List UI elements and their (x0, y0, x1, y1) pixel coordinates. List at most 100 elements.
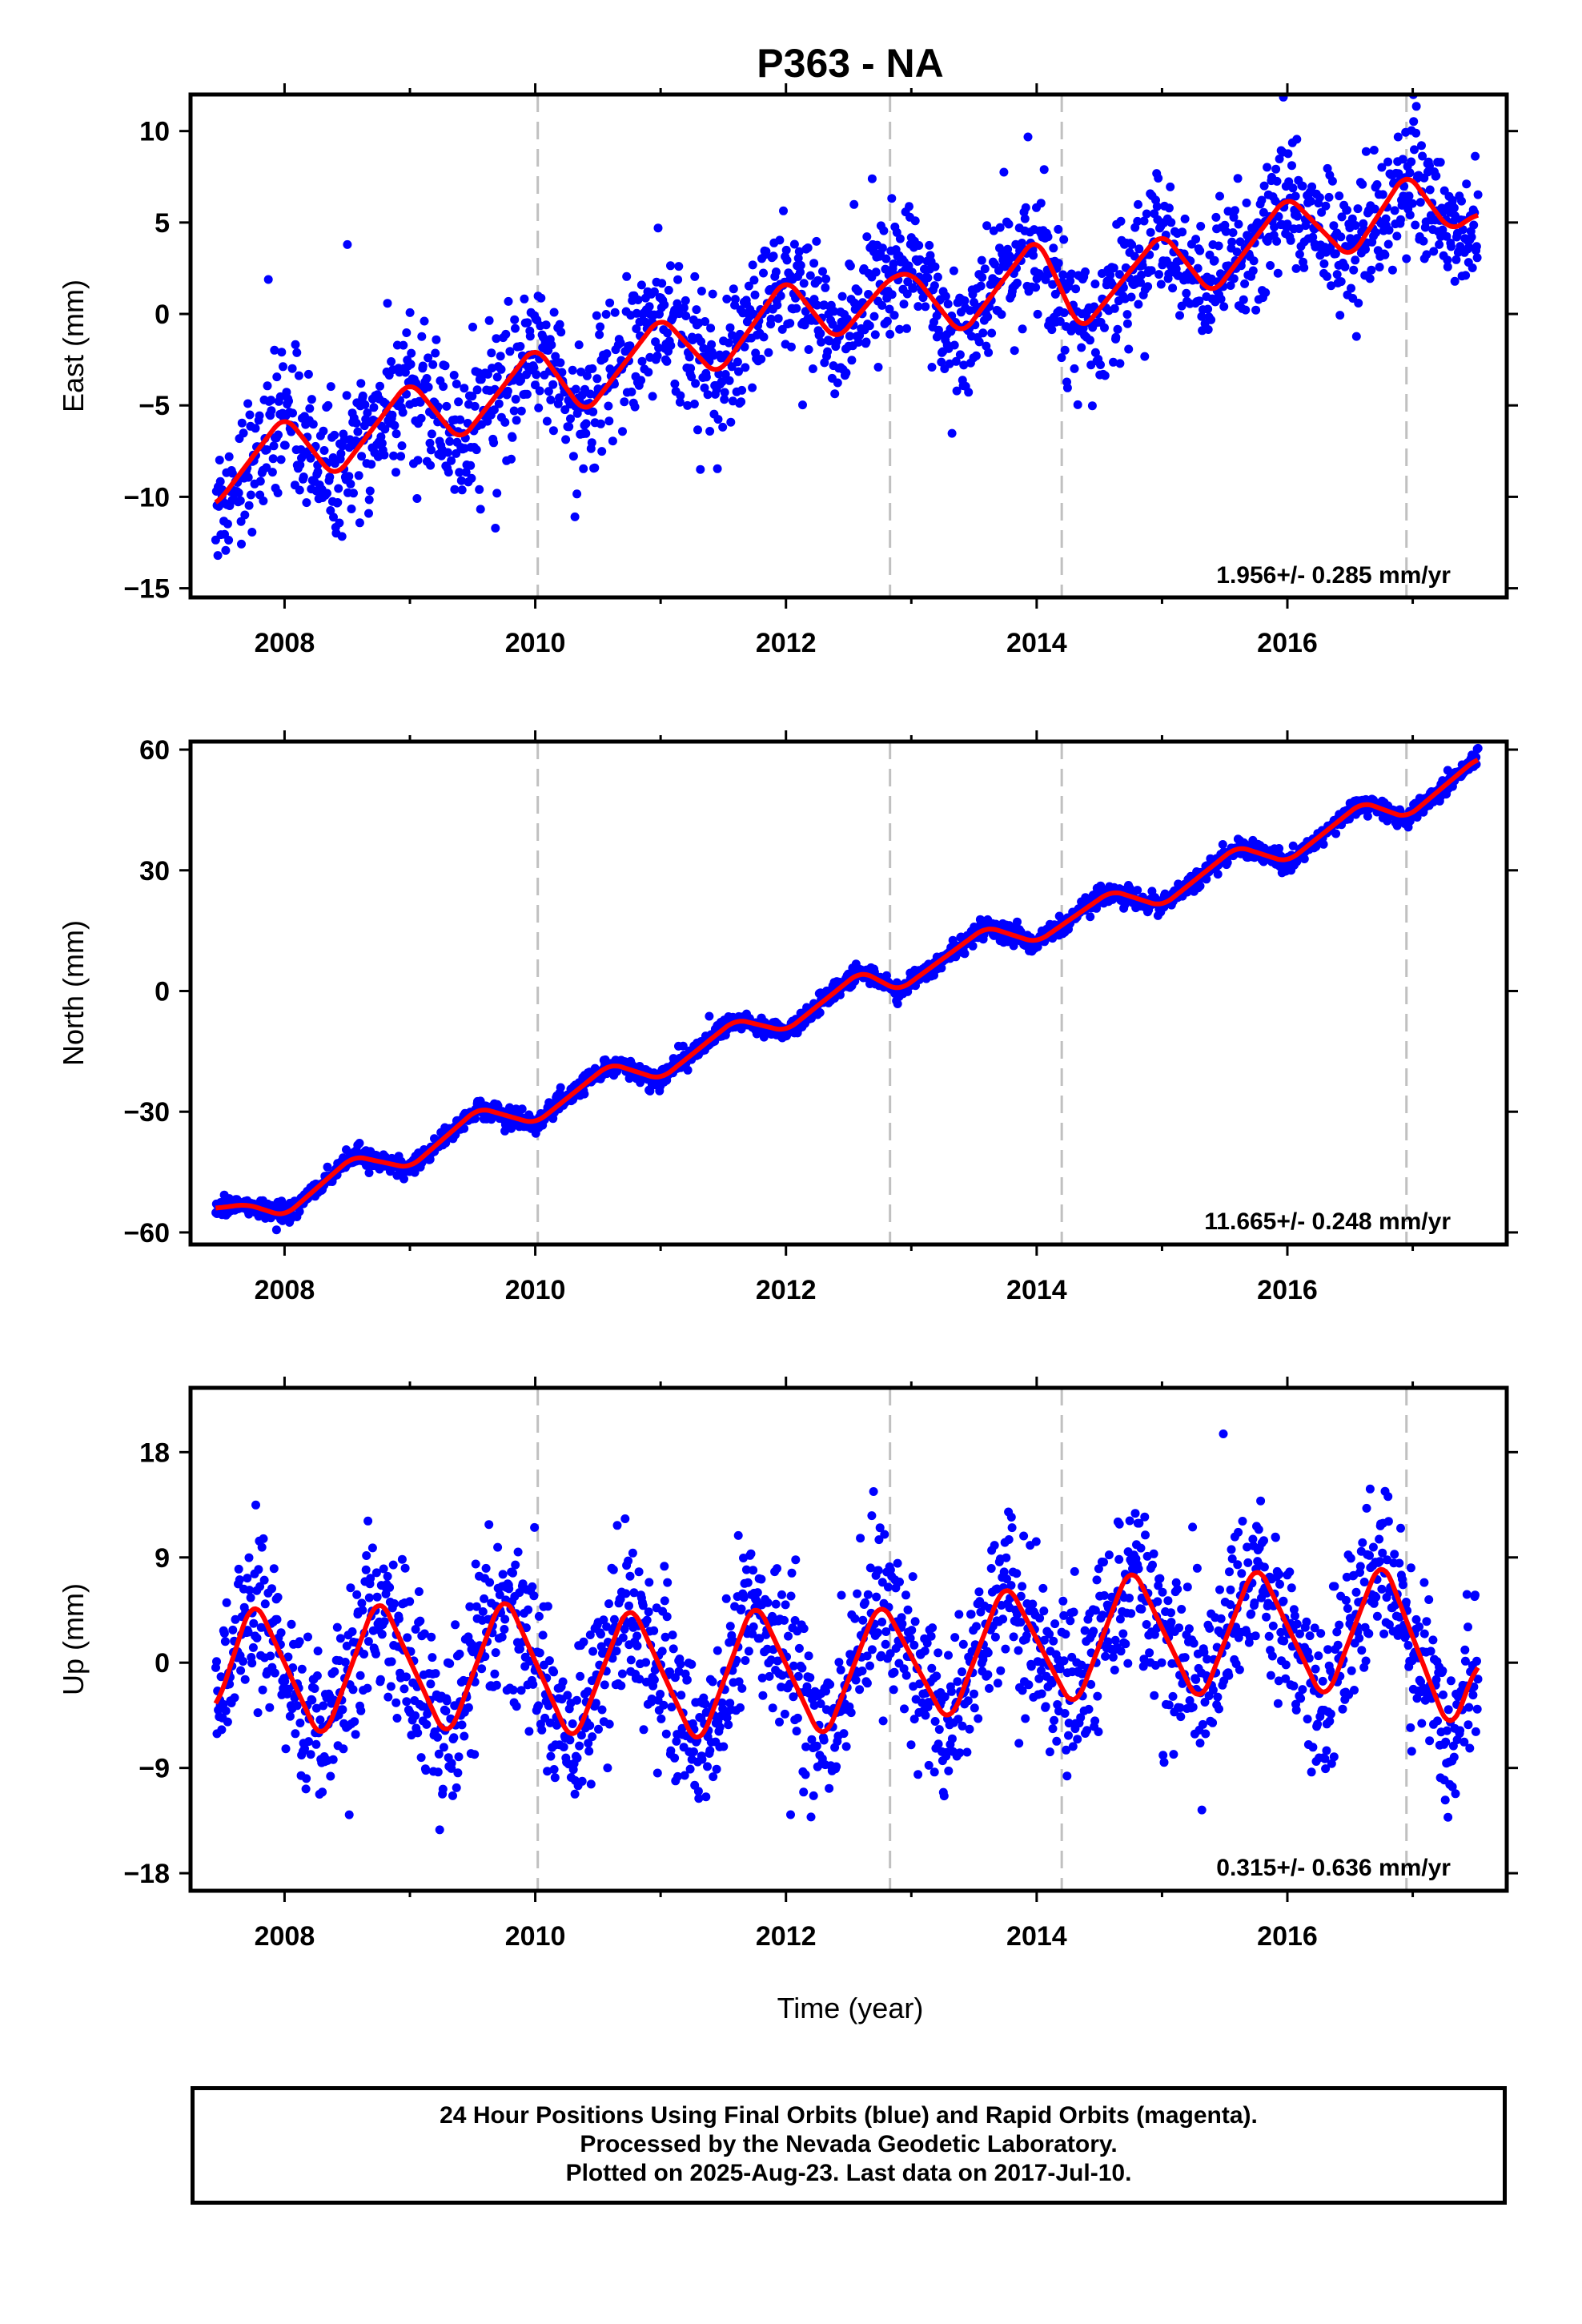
data-point (674, 309, 684, 319)
data-point (660, 1596, 669, 1606)
data-point (227, 468, 237, 478)
data-point (307, 1695, 317, 1705)
data-point (1226, 281, 1235, 290)
data-point (1261, 287, 1271, 297)
data-point (608, 1565, 618, 1574)
data-point (1221, 227, 1231, 236)
data-point (288, 408, 297, 418)
data-point (583, 1687, 592, 1696)
data-point (721, 1594, 731, 1603)
data-point (255, 476, 265, 486)
data-point (565, 1735, 575, 1745)
data-point (1306, 196, 1315, 206)
data-point (508, 432, 517, 442)
data-point (338, 1705, 347, 1715)
data-point (1240, 279, 1250, 288)
data-point (445, 1659, 455, 1668)
rate-annotation: 1.956+/- 0.285 mm/yr (1216, 562, 1451, 589)
data-point (579, 464, 588, 473)
data-point (457, 485, 467, 495)
data-point (819, 1735, 829, 1745)
data-point (789, 239, 799, 249)
data-point (962, 1747, 972, 1757)
data-point (836, 1665, 845, 1675)
data-point (1142, 209, 1151, 219)
data-point (405, 308, 415, 317)
data-point (529, 363, 539, 372)
data-point (530, 1522, 540, 1532)
data-point (685, 1764, 695, 1774)
data-point (1292, 135, 1302, 144)
data-point (274, 430, 283, 440)
rate-annotation: 11.665+/- 0.248 mm/yr (1204, 1208, 1451, 1235)
data-point (821, 1687, 830, 1696)
data-point (632, 324, 641, 333)
data-point (363, 408, 372, 417)
data-point (280, 1677, 290, 1687)
data-point (403, 1633, 412, 1642)
data-point (216, 1672, 226, 1682)
data-point (990, 259, 999, 269)
data-point (375, 1675, 385, 1684)
data-point (507, 454, 516, 464)
data-point (342, 391, 351, 400)
data-point (862, 232, 872, 242)
data-point (1390, 206, 1399, 215)
data-point (781, 1600, 790, 1610)
data-point (405, 1597, 415, 1606)
data-point (709, 1772, 718, 1782)
data-point (1006, 253, 1016, 263)
data-point (1298, 181, 1307, 191)
x-tick-label: 2008 (255, 628, 315, 658)
data-point (1223, 207, 1233, 216)
data-point (934, 325, 943, 335)
data-point (1274, 211, 1283, 221)
data-point (381, 1589, 391, 1598)
data-point (659, 1700, 669, 1710)
data-point (1235, 237, 1245, 247)
data-point (244, 1553, 254, 1562)
data-point (1100, 371, 1110, 380)
data-point (913, 302, 923, 312)
data-point (505, 347, 515, 356)
data-point (452, 1783, 461, 1792)
data-point (295, 485, 304, 495)
data-point (262, 463, 271, 472)
data-point (1291, 263, 1301, 273)
data-point (411, 1625, 420, 1634)
data-point (724, 1720, 733, 1730)
data-point (1114, 270, 1124, 279)
data-point (239, 1657, 248, 1666)
data-point (974, 1714, 983, 1723)
data-point (392, 1714, 402, 1723)
data-point (1139, 216, 1149, 226)
data-point (679, 303, 689, 312)
data-point (1126, 292, 1136, 302)
data-point (441, 1707, 451, 1716)
data-point (602, 349, 612, 359)
data-point (955, 1748, 965, 1758)
data-point (636, 280, 646, 290)
data-point (749, 309, 758, 319)
data-point (1317, 207, 1327, 217)
data-point (1110, 304, 1119, 313)
data-point (508, 1568, 517, 1578)
data-point (959, 360, 969, 370)
data-point (244, 501, 254, 510)
data-point (532, 370, 541, 380)
data-point (464, 1703, 473, 1712)
data-point (924, 1760, 934, 1770)
data-point (1164, 203, 1174, 213)
data-point (693, 1787, 703, 1796)
data-point (944, 1766, 954, 1775)
data-point (302, 1774, 311, 1783)
data-point (230, 1693, 239, 1703)
data-point (420, 1629, 429, 1638)
data-point (501, 329, 511, 339)
data-point (1323, 271, 1331, 281)
data-point (871, 267, 881, 277)
data-point (460, 384, 469, 393)
data-point (740, 342, 749, 352)
data-point (396, 452, 406, 461)
